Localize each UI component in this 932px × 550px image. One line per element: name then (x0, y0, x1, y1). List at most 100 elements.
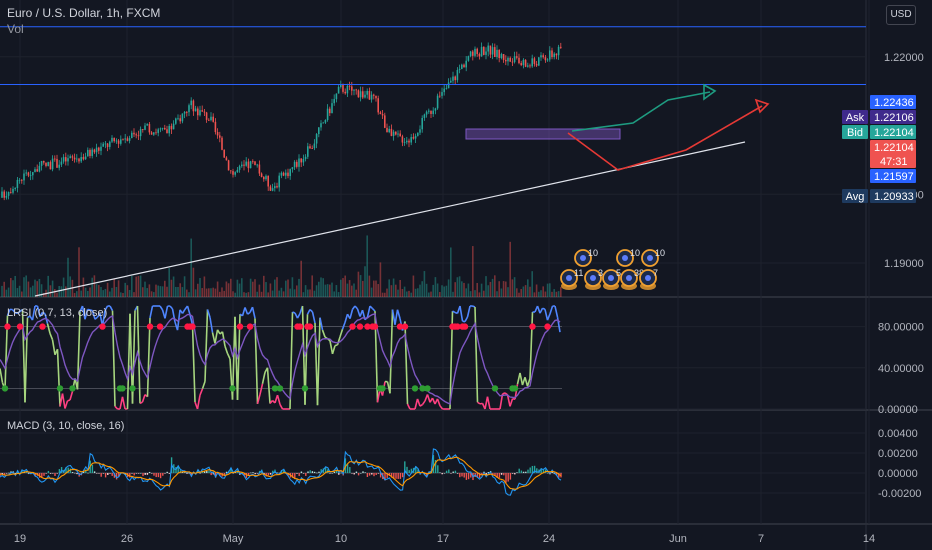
candle-body (441, 92, 443, 96)
macd-histogram-bar (188, 473, 190, 474)
macd-histogram-bar (459, 473, 461, 478)
macd-histogram-bar (371, 473, 373, 475)
macd-histogram-bar (500, 473, 503, 475)
lrsi-oversold-dot (511, 385, 519, 392)
candle-body (425, 111, 428, 115)
lrsi-segment (201, 381, 206, 390)
candle-body (406, 140, 408, 143)
candle-body (62, 157, 65, 162)
volume-bar (181, 287, 184, 297)
candle-body (51, 158, 54, 170)
volume-bar (366, 235, 368, 297)
volume-bar (131, 275, 133, 297)
candle-body (168, 125, 170, 134)
macd-histogram-bar (76, 473, 78, 475)
candle-body (456, 69, 459, 81)
candle-body (386, 127, 388, 133)
candle-body (32, 172, 34, 176)
macd-histogram-bar (536, 468, 538, 473)
volume-bar (555, 291, 558, 297)
lrsi-segment (189, 314, 194, 325)
volume-bar (524, 285, 527, 297)
macd-histogram-bar (450, 473, 452, 474)
economic-events[interactable]: 10 10 10 11 3 5 38 7 (560, 248, 665, 290)
candle-body (71, 156, 74, 158)
lrsi-segment (329, 340, 334, 355)
macd-histogram-bar (316, 472, 318, 474)
volume-bar (12, 280, 14, 297)
candle-body (527, 65, 529, 67)
drawings[interactable] (0, 26, 866, 297)
candle-body (115, 140, 118, 142)
macd-histogram-bar (496, 473, 498, 478)
volume-bar (478, 292, 481, 297)
candle-body (485, 51, 487, 55)
candle-body (256, 164, 258, 166)
lrsi-tick-label: 80.00000 (878, 322, 924, 334)
lrsi-segment (389, 309, 394, 394)
volume-bar (133, 292, 135, 297)
currency-button[interactable]: USD (886, 5, 916, 25)
candles (1, 42, 562, 201)
event-badge-dot (590, 275, 596, 281)
volume-bar (62, 277, 65, 297)
volume-bar (379, 262, 382, 297)
lrsi-tick-label: 40.00000 (878, 363, 924, 375)
macd-histogram-bar (507, 473, 509, 482)
macd-histogram-bar (3, 473, 6, 476)
volume-bar (469, 291, 472, 297)
lrsi-title[interactable]: LRSI (0.7, 13, close) (7, 307, 108, 319)
volume-bar (148, 284, 151, 297)
candle-body (430, 110, 432, 114)
volume-legend[interactable]: Vol (7, 22, 24, 36)
symbol-title[interactable]: Euro / U.S. Dollar, 1h, FXCM (7, 6, 161, 20)
volume-bar (190, 238, 192, 297)
volume-bar (38, 278, 41, 297)
lrsi-segment (459, 305, 464, 322)
macd-histogram-bar (529, 467, 531, 473)
volume-bar (36, 281, 38, 297)
lrsi-segment (464, 316, 469, 323)
macd-histogram-bar (1, 473, 3, 475)
lrsi-segment (276, 394, 281, 405)
macd-histogram-bar (470, 473, 472, 478)
macd-histogram-bar (146, 473, 149, 475)
macd-histogram-bar (184, 472, 186, 473)
lrsi-segment (546, 313, 551, 321)
volume-bar (177, 286, 179, 297)
macd-histogram-bar (338, 473, 340, 475)
candle-body (93, 149, 96, 153)
lrsi-segment (119, 396, 124, 410)
volume-bar (344, 275, 346, 297)
volume-bar (203, 276, 206, 297)
macd-histogram-bar (445, 470, 448, 473)
candle-body (214, 121, 217, 133)
lrsi-overbought-dot (39, 323, 46, 330)
macd-histogram-bar (265, 473, 267, 477)
macd-histogram-bar (448, 469, 450, 473)
lrsi-segment (69, 391, 74, 401)
macd-histogram-bar (551, 471, 553, 473)
macd-histogram-bar (263, 473, 265, 475)
macd-histogram-bar (531, 465, 534, 473)
volume-bar (124, 282, 126, 297)
volume-bar (324, 284, 327, 297)
candle-body (10, 192, 12, 193)
volume-bar (21, 291, 23, 297)
candle-body (399, 133, 401, 137)
macd-histogram-bar (142, 473, 144, 477)
lrsi-segment (502, 392, 506, 395)
volume-bar (542, 286, 544, 297)
volume-bar (461, 281, 463, 297)
candle-body (142, 129, 144, 130)
macd-histogram-bar (5, 473, 8, 474)
lrsi-oversold-dot (129, 385, 136, 392)
macd-title[interactable]: MACD (3, 10, close, 16) (7, 420, 125, 432)
lrsi-segment (341, 322, 346, 330)
candle-body (366, 90, 368, 95)
lrsi-segment (539, 307, 544, 314)
candle-body (232, 171, 234, 175)
macd-histogram-bar (100, 473, 102, 477)
volume-bar (179, 283, 181, 297)
